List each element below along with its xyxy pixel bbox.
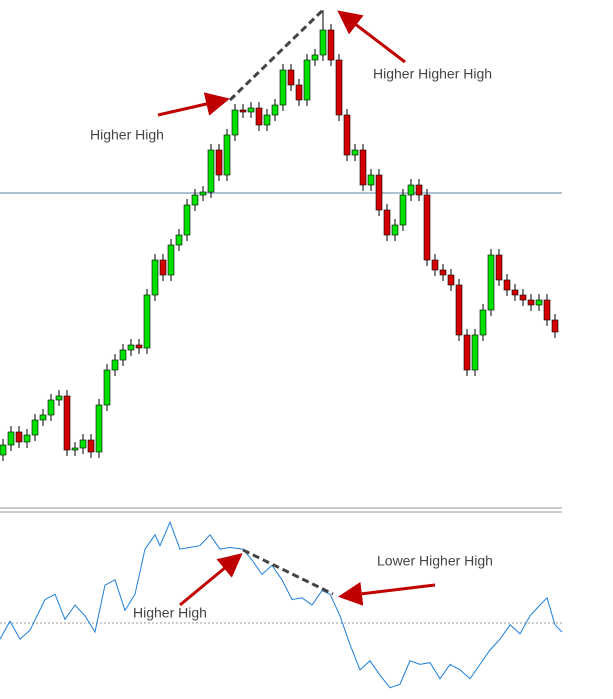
candle-body	[39, 414, 47, 421]
candle-body	[263, 114, 271, 126]
annotation: Higher High	[90, 127, 164, 143]
candle-body	[191, 194, 199, 206]
candle-body	[63, 395, 71, 451]
candle-body	[455, 284, 463, 336]
candle-body	[407, 184, 415, 196]
marks	[0, 10, 563, 689]
candle-body	[391, 224, 399, 236]
candle-body	[279, 69, 287, 106]
candle-body	[215, 149, 223, 176]
candle-body	[175, 234, 183, 246]
candle-body	[79, 439, 87, 449]
candle-body	[167, 244, 175, 276]
candle-body	[151, 259, 159, 296]
arrow	[179, 553, 243, 607]
candle-body	[503, 279, 511, 291]
candle-body	[55, 395, 63, 401]
candle-body	[439, 269, 447, 276]
candle-body	[535, 299, 543, 306]
candle-body	[343, 114, 351, 156]
candle-body	[127, 344, 135, 351]
arrow	[338, 581, 436, 606]
candle-body	[7, 431, 15, 446]
candle-body	[463, 334, 471, 371]
candle-body	[399, 194, 407, 226]
candle-body	[159, 259, 167, 276]
candle-body	[239, 109, 247, 113]
candle-body	[247, 107, 255, 113]
candle-body	[511, 289, 519, 296]
candle-body	[31, 419, 39, 436]
candle-body	[271, 104, 279, 116]
candle-body	[327, 29, 335, 61]
candle-body	[319, 29, 327, 56]
indicator-line	[0, 520, 563, 689]
candle-body	[103, 369, 111, 406]
candle-body	[23, 434, 31, 443]
candle-body	[335, 59, 343, 116]
annotation: Lower Higher High	[377, 553, 493, 569]
candle-body	[351, 149, 359, 156]
candle-body	[183, 204, 191, 236]
candle-body	[207, 149, 215, 193]
annotation: Higher High	[133, 605, 207, 621]
candle-body	[231, 109, 239, 136]
candle-body	[87, 439, 95, 453]
candle-body	[0, 444, 7, 456]
candle-body	[71, 447, 79, 451]
candle-body	[359, 149, 367, 186]
candle-body	[479, 309, 487, 336]
candle-body	[295, 84, 303, 101]
candle-body	[367, 174, 375, 186]
candle-body	[543, 299, 551, 321]
candle-body	[447, 274, 455, 286]
candle-body	[287, 69, 295, 86]
candle-body	[519, 294, 527, 301]
candle-body	[415, 184, 423, 196]
candle-body	[423, 194, 431, 261]
candle-body	[551, 319, 559, 333]
candle-body	[47, 399, 55, 416]
candle-body	[495, 254, 503, 281]
candle-body	[223, 134, 231, 176]
candle-body	[487, 254, 495, 311]
candle-body	[311, 54, 319, 61]
candle-body	[95, 404, 103, 453]
candle-body	[431, 259, 439, 271]
candle-body	[143, 294, 151, 349]
annotation: Higher Higher High	[373, 66, 492, 82]
candle-body	[303, 59, 311, 101]
candle-body	[255, 107, 263, 126]
candle-body	[471, 334, 479, 371]
candle-body	[199, 191, 207, 196]
trend-line	[242, 548, 334, 596]
arrow	[157, 92, 230, 117]
arrow	[337, 10, 406, 64]
candle-body	[527, 299, 535, 306]
candle-body	[375, 174, 383, 211]
candle-body	[15, 431, 23, 443]
candle-body	[111, 359, 119, 371]
candle-body	[383, 209, 391, 236]
candle-body	[119, 349, 127, 361]
candle-body	[135, 344, 143, 349]
